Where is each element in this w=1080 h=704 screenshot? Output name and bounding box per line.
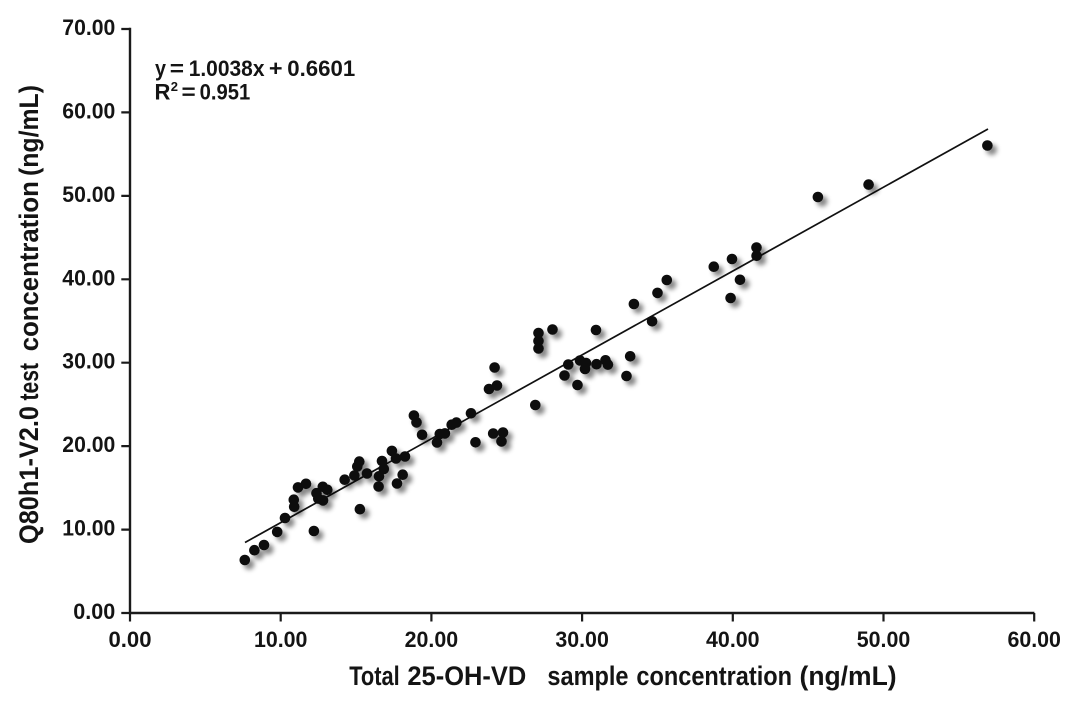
svg-text:50.00: 50.00 [857,627,911,652]
svg-text:(ng/mL): (ng/mL) [14,85,44,176]
svg-text:30.00: 30.00 [555,627,609,652]
svg-text:70.00: 70.00 [62,15,115,40]
svg-text:30.00: 30.00 [62,349,115,374]
svg-text:+: + [269,56,283,81]
svg-text:0.00: 0.00 [73,599,115,624]
svg-text:=: = [170,56,184,81]
svg-text:concentration: concentration [14,181,44,351]
svg-text:20.00: 20.00 [62,432,115,457]
svg-text:2: 2 [171,79,178,94]
svg-text:Q80h1-V2.0: Q80h1-V2.0 [14,406,44,544]
svg-text:R: R [155,80,171,105]
svg-text:60.00: 60.00 [1007,627,1061,652]
svg-text:10.00: 10.00 [254,627,308,652]
svg-text:1.0038x: 1.0038x [189,56,266,81]
svg-text:y: y [155,56,167,81]
svg-text:40.00: 40.00 [706,627,760,652]
svg-text:0.00: 0.00 [109,627,152,652]
svg-text:60.00: 60.00 [62,98,115,123]
svg-text:sample: sample [547,661,628,691]
svg-text:10.00: 10.00 [62,516,115,541]
svg-text:=: = [182,80,196,105]
svg-text:0.951: 0.951 [200,80,251,105]
svg-text:Total: Total [349,661,400,691]
svg-text:(ng/mL): (ng/mL) [800,661,897,691]
svg-text:40.00: 40.00 [62,265,115,290]
svg-text:0.6601: 0.6601 [287,56,355,81]
svg-text:test: test [14,363,44,401]
svg-text:concentration: concentration [636,661,792,691]
svg-text:50.00: 50.00 [62,182,115,207]
svg-text:25-OH-VD: 25-OH-VD [407,661,526,691]
svg-text:20.00: 20.00 [405,627,459,652]
